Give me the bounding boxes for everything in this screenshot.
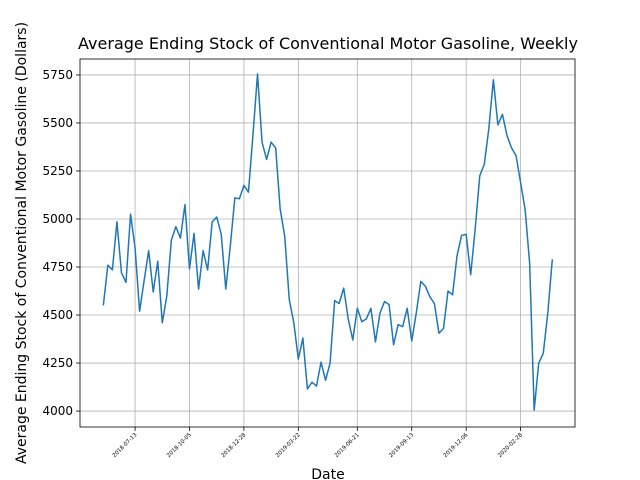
y-tick-label: 4500 bbox=[42, 308, 73, 322]
y-tick-label: 4250 bbox=[42, 356, 73, 370]
x-tick-label: 2018-10-05 bbox=[166, 432, 193, 459]
x-tick-label: 2019-12-06 bbox=[443, 432, 470, 459]
y-tick-label: 4750 bbox=[42, 260, 73, 274]
y-tick-label: 5000 bbox=[42, 212, 73, 226]
y-tick-label: 5500 bbox=[42, 116, 73, 130]
x-axis-label: Date bbox=[311, 467, 344, 480]
x-tick-label: 2018-12-28 bbox=[220, 432, 247, 459]
y-tick-label: 4000 bbox=[42, 404, 73, 418]
y-tick-label: 5250 bbox=[42, 164, 73, 178]
data-line bbox=[102, 73, 554, 411]
y-tick-label: 5750 bbox=[42, 68, 73, 82]
plot-frame bbox=[79, 58, 576, 428]
x-tick-label: 2018-07-13 bbox=[112, 432, 139, 459]
chart-title: Average Ending Stock of Conventional Mot… bbox=[78, 34, 578, 53]
x-tick-label: 2019-06-21 bbox=[334, 432, 361, 459]
y-axis-label: Average Ending Stock of Conventional Mot… bbox=[14, 22, 30, 464]
x-tick-label: 2019-03-22 bbox=[275, 432, 302, 459]
x-tick-label: 2020-02-28 bbox=[497, 432, 524, 459]
x-tick-label: 2019-09-13 bbox=[388, 432, 415, 459]
